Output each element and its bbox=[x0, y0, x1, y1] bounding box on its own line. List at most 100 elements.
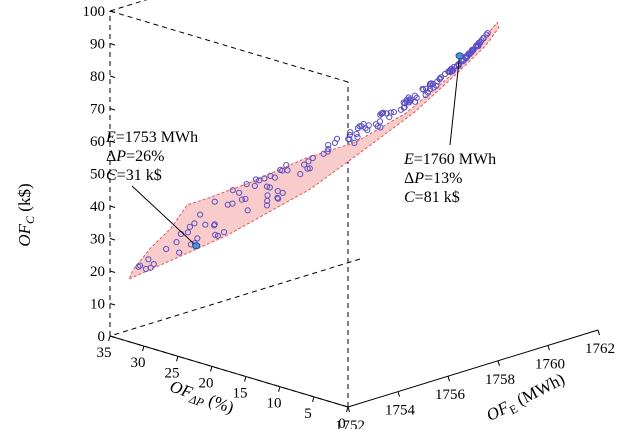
pareto-point bbox=[173, 239, 180, 246]
pareto-point bbox=[135, 263, 142, 270]
pareto-point bbox=[376, 118, 384, 125]
pareto-point bbox=[400, 104, 407, 111]
pareto-point bbox=[325, 141, 332, 149]
annotation-leader-line bbox=[449, 55, 461, 146]
x-tick-mark bbox=[597, 329, 600, 336]
pareto-point bbox=[401, 100, 408, 107]
annotation-line: ΔP=13% bbox=[404, 170, 462, 187]
z-tick-label: 100 bbox=[83, 4, 106, 20]
pareto-point bbox=[305, 158, 312, 165]
pareto-point bbox=[377, 111, 384, 118]
z-tick-mark bbox=[109, 335, 116, 338]
y-tick-label: 0 bbox=[338, 416, 346, 429]
pareto-point bbox=[426, 82, 433, 89]
z-tick-mark bbox=[109, 43, 116, 46]
pareto-point bbox=[345, 135, 352, 143]
pareto-point bbox=[354, 125, 361, 132]
y-tick-mark bbox=[108, 335, 111, 342]
pareto-point bbox=[163, 245, 170, 253]
z-tick-mark bbox=[109, 108, 116, 111]
box-edge-top-x bbox=[109, 0, 148, 12]
pareto-point bbox=[236, 189, 243, 196]
z-tick-mark bbox=[109, 303, 116, 306]
pareto-point bbox=[475, 42, 482, 49]
y-tick-mark bbox=[244, 376, 247, 382]
pareto-point bbox=[347, 129, 354, 136]
x-tick-label: 1754 bbox=[385, 403, 416, 419]
x-tick-mark bbox=[447, 376, 450, 382]
pareto-point bbox=[365, 122, 372, 129]
annotation-line: C=81 k$ bbox=[404, 189, 460, 206]
pareto-point bbox=[467, 49, 474, 56]
pareto-point bbox=[325, 145, 332, 153]
highlighted-point bbox=[455, 52, 464, 60]
z-tick-label: 50 bbox=[90, 167, 105, 183]
x-tick-label: 1758 bbox=[485, 372, 515, 388]
pareto-point bbox=[386, 114, 393, 121]
z-tick-label: 10 bbox=[90, 297, 105, 313]
pareto-point bbox=[243, 181, 250, 188]
x-tick-mark bbox=[547, 345, 550, 351]
y-tick-label: 10 bbox=[267, 396, 282, 412]
y-tick-mark bbox=[210, 366, 213, 372]
pareto-point bbox=[331, 139, 338, 146]
pareto-point bbox=[354, 134, 361, 141]
y-tick-label: 20 bbox=[199, 375, 214, 391]
pareto-point bbox=[242, 195, 249, 202]
pareto-point bbox=[377, 124, 384, 131]
z-tick-label: 30 bbox=[90, 232, 105, 248]
z-tick-mark bbox=[109, 270, 116, 273]
y-tick-mark bbox=[312, 396, 315, 403]
annotation-line: E=1760 MWh bbox=[403, 151, 496, 168]
box-edge-top-y bbox=[109, 10, 349, 83]
axis-ticks: 0 10 20 30 40 50 60 70 80 90 100 0 5 10 15 20 25 30 35 1752… bbox=[83, 4, 616, 429]
y-tick-mark bbox=[176, 356, 179, 362]
pareto-point bbox=[214, 232, 221, 239]
pareto-point bbox=[220, 229, 228, 236]
pareto-point bbox=[274, 194, 281, 201]
y-tick-label: 15 bbox=[233, 386, 248, 402]
pareto-point bbox=[194, 235, 201, 242]
pareto-point bbox=[446, 68, 453, 76]
y-tick-label: 30 bbox=[131, 355, 146, 371]
pareto-point bbox=[211, 198, 218, 205]
x-tick-label: 1760 bbox=[535, 356, 565, 372]
box-edge-back-bottom-x bbox=[109, 258, 361, 337]
pareto-point bbox=[437, 74, 445, 81]
pareto-point bbox=[297, 171, 304, 178]
z-tick-mark bbox=[109, 10, 116, 13]
pareto-point bbox=[251, 182, 258, 189]
axes-box-front bbox=[109, 329, 599, 408]
annotation-line: ΔP=26% bbox=[106, 148, 164, 165]
pareto-point bbox=[263, 183, 271, 190]
pareto-point bbox=[211, 222, 218, 229]
pareto-point bbox=[229, 200, 236, 207]
z-tick-label: 80 bbox=[90, 69, 105, 85]
pareto-point bbox=[420, 86, 427, 93]
pareto-point bbox=[202, 221, 209, 228]
z-tick-label: 60 bbox=[90, 134, 105, 150]
pareto-point bbox=[406, 96, 413, 103]
pareto-point bbox=[304, 165, 311, 172]
z-tick-label: 20 bbox=[90, 264, 105, 280]
pareto-point bbox=[406, 99, 413, 106]
pareto-point bbox=[267, 172, 274, 179]
z-tick-label: 90 bbox=[90, 37, 105, 53]
pareto-point bbox=[186, 223, 193, 230]
pareto-point bbox=[390, 109, 397, 116]
pareto-point bbox=[320, 150, 327, 157]
pareto-point bbox=[306, 165, 313, 172]
pareto-point bbox=[279, 167, 286, 174]
pareto-point bbox=[252, 176, 260, 183]
pareto-point bbox=[422, 91, 429, 99]
pareto-point bbox=[301, 161, 308, 168]
pareto-point bbox=[351, 139, 358, 147]
z-tick-label: 0 bbox=[98, 329, 106, 345]
pareto-point bbox=[283, 162, 290, 169]
pareto-point bbox=[145, 256, 152, 263]
highlighted-point bbox=[192, 242, 201, 250]
pareto-point bbox=[427, 85, 434, 93]
x-tick-mark bbox=[497, 360, 500, 366]
pareto-region-area bbox=[128, 21, 500, 280]
pareto-point bbox=[264, 197, 271, 204]
